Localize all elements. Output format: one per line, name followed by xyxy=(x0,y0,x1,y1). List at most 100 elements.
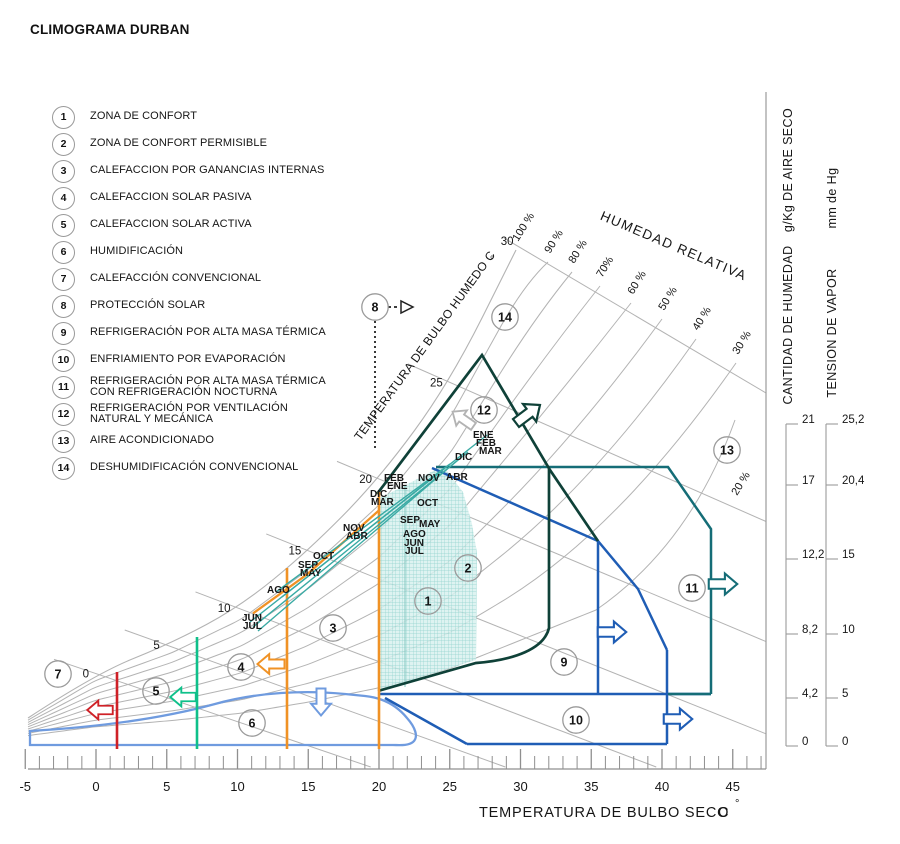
wet-bulb-axis-degree: ° xyxy=(490,255,494,266)
legend-item-number: 13 xyxy=(52,429,75,453)
block-arrow-shape xyxy=(511,402,542,429)
x-axis-tick-label: 10 xyxy=(230,779,244,794)
legend-item-label-line1: ENFRIAMIENTO POR EVAPORACIÓN xyxy=(90,353,286,366)
rh-label-30: 30 % xyxy=(730,329,754,357)
legend-item-label: HUMIDIFICACIÓN xyxy=(90,246,183,258)
legend-item-number: 6 xyxy=(52,240,75,264)
month-label-sep: SEP xyxy=(400,515,420,526)
zone-number-11: 11 xyxy=(685,582,698,596)
wet-bulb-line-5 xyxy=(124,629,506,768)
zone12-ventilation-outline xyxy=(377,468,551,693)
month-label-mar: MAR xyxy=(371,497,395,508)
x-axis-tick-label: 25 xyxy=(443,779,457,794)
wet-bulb-tick-label: 10 xyxy=(218,603,231,615)
zone-number-3: 3 xyxy=(330,622,337,636)
legend-item-10: 10 ENFRIAMIENTO POR EVAPORACIÓN xyxy=(52,348,326,372)
legend-item-6: 6 HUMIDIFICACIÓN xyxy=(52,240,326,264)
legend-item-label-line1: CALEFACCION SOLAR PASIVA xyxy=(90,191,252,204)
zone-circle-13 xyxy=(713,436,741,464)
zone-number-10: 10 xyxy=(569,714,583,728)
month-label-oct: OCT xyxy=(417,498,438,509)
zone-circle-12 xyxy=(470,396,498,424)
rh-label-40: 40 % xyxy=(690,305,714,333)
rh-axis-title: HUMEDAD RELATIVA xyxy=(598,208,749,283)
legend-item-label-line1: ZONA DE CONFORT xyxy=(90,110,198,123)
zone12-ventilation-outline xyxy=(375,352,600,542)
month-label-dic: DIC xyxy=(370,489,387,500)
right-scale-value: 21 xyxy=(802,414,815,426)
rh-label-100: 100 % xyxy=(510,211,537,244)
rh-label-80: 80 % xyxy=(566,238,590,266)
x-axis-tick-label: 5 xyxy=(163,779,170,794)
x-axis-tick-label: -5 xyxy=(19,779,31,794)
wet-bulb-tick-label: 15 xyxy=(288,546,301,558)
wet-bulb-line-0 xyxy=(53,658,371,768)
legend-item-13: 13 AIRE ACONDICIONADO xyxy=(52,429,326,453)
legend-item-number: 7 xyxy=(52,267,75,291)
block-arrow-royal xyxy=(662,706,694,732)
zone-number-8: 8 xyxy=(372,301,379,315)
month-label-may: MAY xyxy=(419,519,441,530)
legend-item-label: AIRE ACONDICIONADO xyxy=(90,435,214,447)
zone6-humidification-outline xyxy=(28,690,417,747)
block-arrow-shape xyxy=(168,685,197,709)
legend-item-number: 11 xyxy=(52,375,75,399)
legend-item-number: 4 xyxy=(52,186,75,210)
month-label-jun: JUN xyxy=(242,613,262,624)
right-scale-title: mm de Hg xyxy=(825,168,839,229)
zone-circle-11 xyxy=(678,574,706,602)
zone-circle-1 xyxy=(414,587,442,615)
legend-item-8: 8 PROTECCIÓN SOLAR xyxy=(52,294,326,318)
legend-item-label: CALEFACCION SOLAR ACTIVA xyxy=(90,219,252,231)
zone-circle-14 xyxy=(491,303,519,331)
legend-item-label-line1: REFRIGERACIÓN POR VENTILACIÓN xyxy=(90,401,288,414)
zone-circle-6 xyxy=(238,709,266,737)
legend-item-label: CALEFACCIÓN CONVENCIONAL xyxy=(90,273,261,285)
x-axis-tick-label: 35 xyxy=(584,779,598,794)
legend-item-label: REFRIGERACIÓN POR ALTA MASA TÉRMICA xyxy=(90,327,326,339)
month-label-ago: AGO xyxy=(267,585,290,596)
month-label-jun: JUN xyxy=(404,538,424,549)
zone-number-2: 2 xyxy=(465,562,472,576)
wet-bulb-tick-label: 5 xyxy=(153,640,159,652)
legend-item-label: PROTECCIÓN SOLAR xyxy=(90,300,205,312)
legend-item-label-line1: AIRE ACONDICIONADO xyxy=(90,434,215,447)
right-scale-value: 5 xyxy=(842,688,848,700)
month-label-ene: ENE xyxy=(473,430,494,441)
zone-number-9: 9 xyxy=(561,656,568,670)
month-climate-line xyxy=(281,469,444,598)
x-axis-tick-label: 0 xyxy=(92,779,99,794)
zone-circle-4 xyxy=(227,653,255,681)
legend-item-label: ENFRIAMIENTO POR EVAPORACIÓN xyxy=(90,354,286,366)
legend-item-12: 12 REFRIGERACIÓN POR VENTILACIÓN NATURAL Y… xyxy=(52,401,326,426)
zone-number-4: 4 xyxy=(238,661,245,675)
x-axis-tick-label: 15 xyxy=(301,779,315,794)
month-label-mar: MAR xyxy=(479,446,503,457)
zone11-13-outline xyxy=(436,465,713,694)
x-axis-tick-label: 30 xyxy=(513,779,527,794)
right-scale-value: 15 xyxy=(842,549,855,561)
month-label-abr: ABR xyxy=(446,472,468,483)
legend-item-label: CALEFACCION POR GANANCIAS INTERNAS xyxy=(90,165,324,177)
legend-item-2: 2 ZONA DE CONFORT PERMISIBLE xyxy=(52,132,326,156)
wet-bulb-tick-label: 0 xyxy=(83,669,89,681)
block-arrow-shape xyxy=(662,706,694,732)
zone-number-1: 1 xyxy=(425,595,432,609)
month-label-ene: ENE xyxy=(387,481,408,492)
rh-label-60: 60 % xyxy=(625,269,649,297)
x-axis-tick-label: 20 xyxy=(372,779,386,794)
legend-item-label-line1: REFRIGERACIÓN POR ALTA MASA TÉRMICA xyxy=(90,374,326,387)
right-scale-value: 8,2 xyxy=(802,624,818,636)
rh-curve-90 xyxy=(27,261,549,721)
x-axis-degree: ° xyxy=(735,798,739,810)
zone-number-14: 14 xyxy=(498,311,512,325)
legend-item-number: 3 xyxy=(52,159,75,183)
block-arrow-red xyxy=(85,698,114,722)
month-label-jul: JUL xyxy=(405,546,424,557)
zone-number-6: 6 xyxy=(249,717,256,731)
legend-item-number: 9 xyxy=(52,321,75,345)
legend-item-label: REFRIGERACIÓN POR VENTILACIÓN NATURAL Y M… xyxy=(90,401,288,426)
block-arrow-royal xyxy=(596,619,628,645)
month-label-feb: FEB xyxy=(476,438,496,449)
